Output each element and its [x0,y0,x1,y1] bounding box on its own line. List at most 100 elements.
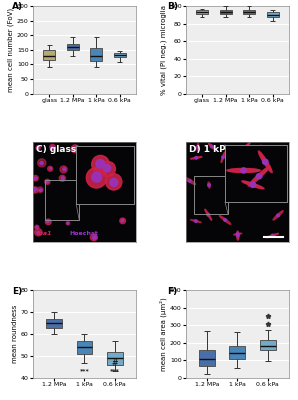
Ellipse shape [205,209,212,220]
Ellipse shape [237,231,239,240]
Bar [260,340,276,350]
Text: ***: *** [110,368,120,374]
Bar [43,50,55,60]
Circle shape [49,144,55,150]
Text: ***: *** [80,368,89,374]
Circle shape [235,166,238,169]
Circle shape [38,187,43,192]
Bar [107,352,123,365]
Circle shape [121,219,124,222]
Ellipse shape [247,159,251,166]
Bar [77,341,92,354]
Text: Iba1: Iba1 [37,231,52,236]
Circle shape [125,162,133,170]
Circle shape [233,156,235,159]
Text: D) 1 kPa: D) 1 kPa [189,145,232,154]
Circle shape [100,149,103,152]
Circle shape [46,181,48,183]
Circle shape [47,220,49,222]
Ellipse shape [266,190,273,198]
Bar [243,10,255,14]
Circle shape [94,197,97,199]
Ellipse shape [230,156,238,160]
Circle shape [229,185,232,188]
Text: E): E) [12,287,22,296]
Circle shape [247,162,250,164]
Circle shape [33,188,36,191]
Bar [114,53,126,57]
Circle shape [61,177,64,180]
Bar [194,176,228,214]
Circle shape [196,146,199,148]
Circle shape [236,233,239,235]
Text: C) glass: C) glass [36,145,76,154]
Ellipse shape [190,220,201,222]
Y-axis label: mean roundness: mean roundness [12,305,18,363]
Text: #: # [112,359,118,368]
Circle shape [271,234,274,237]
Circle shape [90,234,97,241]
Circle shape [268,187,271,190]
Circle shape [277,171,280,174]
Circle shape [120,218,125,224]
Y-axis label: % vital (PI neg.) microglia: % vital (PI neg.) microglia [161,5,167,95]
Ellipse shape [209,144,215,150]
Ellipse shape [267,233,279,238]
Circle shape [67,222,69,224]
Circle shape [127,164,131,167]
Circle shape [239,192,241,194]
Circle shape [98,148,105,154]
Circle shape [277,214,280,217]
Circle shape [207,214,209,216]
Circle shape [92,194,98,200]
Ellipse shape [221,152,225,162]
Ellipse shape [234,233,242,235]
Circle shape [224,219,226,221]
Circle shape [32,176,38,181]
Ellipse shape [257,145,261,156]
Circle shape [208,184,210,186]
Ellipse shape [208,182,210,188]
Y-axis label: mean cell area (μm²): mean cell area (μm²) [159,297,167,371]
Circle shape [222,156,224,158]
Circle shape [48,166,53,171]
Text: F): F) [167,287,177,296]
Circle shape [188,180,191,182]
Ellipse shape [235,192,246,194]
Text: Hoechst: Hoechst [69,231,98,236]
Y-axis label: mean cell number (FoV): mean cell number (FoV) [7,8,14,92]
Circle shape [71,145,79,153]
Bar [229,346,245,359]
Circle shape [34,177,37,180]
Bar [45,180,79,220]
Circle shape [93,236,96,239]
Circle shape [50,168,52,169]
Ellipse shape [190,156,202,159]
Ellipse shape [273,211,283,220]
Ellipse shape [227,183,234,190]
Bar [196,10,208,14]
Circle shape [35,225,39,230]
Circle shape [258,150,260,152]
Circle shape [37,231,39,234]
Circle shape [51,146,54,148]
Circle shape [36,146,40,150]
Circle shape [63,168,66,171]
Bar [66,44,79,50]
Circle shape [239,183,242,186]
Circle shape [39,189,42,192]
Circle shape [74,147,77,150]
Ellipse shape [274,171,283,174]
Circle shape [40,162,43,165]
Circle shape [66,221,70,225]
Circle shape [32,187,38,193]
Circle shape [35,229,42,236]
Ellipse shape [236,180,246,188]
Bar [220,10,232,14]
Circle shape [45,179,50,184]
Circle shape [258,164,261,167]
Text: A): A) [12,2,23,12]
Circle shape [210,145,213,148]
Ellipse shape [230,166,243,170]
Bar [46,319,62,328]
